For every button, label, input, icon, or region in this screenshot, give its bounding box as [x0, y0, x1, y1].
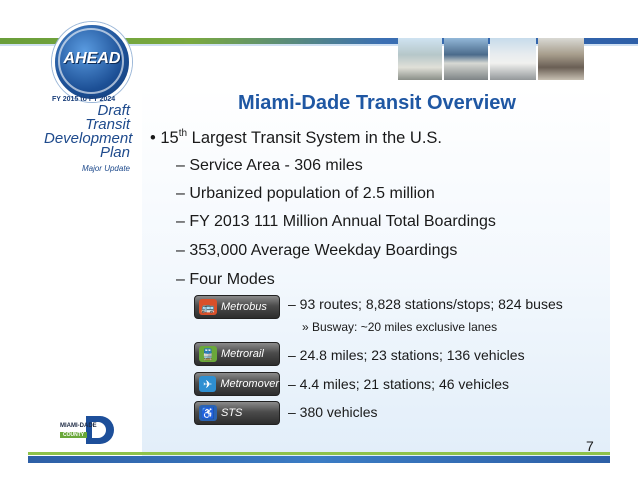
slide-title: Miami-Dade Transit Overview	[238, 92, 516, 114]
plan-title-line: Development	[44, 130, 133, 147]
metrorail-badge: 🚆 Metrorail	[194, 342, 280, 366]
sub-item: – Urbanized population of 2.5 million	[176, 185, 435, 202]
plan-subtitle: Major Update	[81, 164, 130, 173]
main-bullet-text: Largest Transit System in the U.S.	[187, 129, 443, 147]
logo-text: AHEAD	[63, 50, 121, 67]
metrorail-label: Metrorail	[221, 348, 264, 360]
footer-accent-line	[28, 452, 610, 455]
sts-badge: ♿ STS	[194, 401, 280, 425]
page-number: 7	[586, 438, 594, 454]
metromover-label: Metromover	[220, 378, 279, 390]
footer-accent-bar	[28, 456, 610, 463]
busway-note: » Busway: ~20 miles exclusive lanes	[302, 320, 498, 334]
transit-photo-3	[490, 38, 536, 80]
accessibility-icon: ♿	[199, 405, 217, 421]
metromover-badge: ✈ Metromover	[194, 372, 280, 396]
sts-label: STS	[221, 407, 243, 419]
main-bullet: • 15th Largest Transit System in the U.S…	[150, 128, 443, 147]
main-bullet-sup: th	[178, 128, 188, 139]
county-name: MIAMI-DADE	[60, 423, 97, 429]
metromover-detail: – 4.4 miles; 21 stations; 46 vehicles	[288, 376, 510, 392]
main-bullet-number: 15	[160, 129, 179, 147]
mover-icon: ✈	[199, 376, 217, 392]
plan-title-line: Transit	[85, 116, 130, 133]
county-label: COUNTY	[60, 432, 88, 438]
header-accent-bar	[0, 38, 638, 44]
plan-title-line: Plan	[99, 144, 130, 161]
metrobus-badge: 🚌 Metrobus	[194, 295, 280, 319]
metrorail-detail: – 24.8 miles; 23 stations; 136 vehicles	[288, 347, 525, 363]
header-accent-line	[0, 44, 638, 46]
sub-item: – 353,000 Average Weekday Boardings	[176, 242, 458, 259]
logo-ring	[58, 28, 124, 94]
county-logo-inner	[92, 422, 106, 438]
transit-photo-1	[398, 38, 442, 80]
train-icon: 🚆	[199, 346, 217, 362]
plan-title: Draft Transit Development Plan	[44, 102, 133, 161]
plan-years: FY 2015 to FY 2024	[52, 96, 116, 103]
sub-item: – FY 2013 111 Million Annual Total Board…	[176, 213, 496, 230]
transit-photo-2	[444, 38, 488, 80]
metrobus-label: Metrobus	[221, 301, 267, 313]
metrobus-detail: – 93 routes; 8,828 stations/stops; 824 b…	[288, 296, 563, 312]
transit-photo-4	[538, 38, 584, 80]
bus-icon: 🚌	[199, 299, 217, 315]
plan-title-line: Draft	[97, 102, 130, 119]
sts-detail: – 380 vehicles	[288, 404, 378, 420]
sub-item: – Four Modes	[176, 271, 275, 288]
sub-item: – Service Area - 306 miles	[176, 157, 363, 174]
